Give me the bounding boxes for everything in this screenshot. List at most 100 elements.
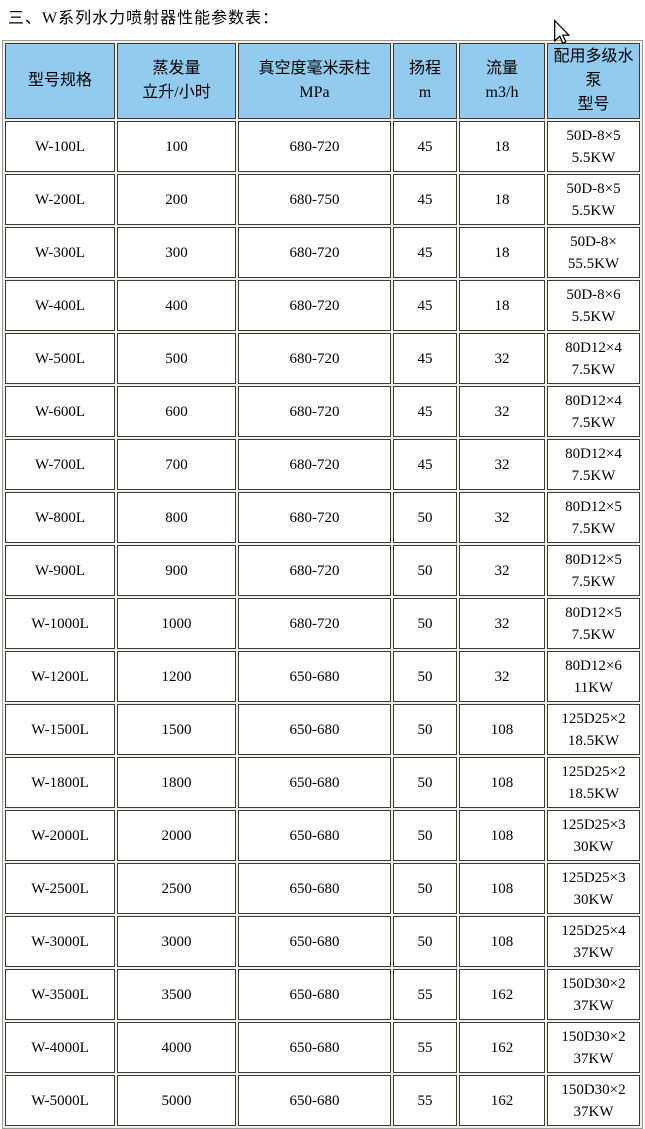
cell-head: 50	[393, 757, 457, 808]
table-row: W-2500L 2500 650-680 50 108 125D25×3 30KW	[5, 863, 640, 914]
cell-flow: 18	[459, 174, 545, 225]
pump-line: 80D12×4	[565, 392, 622, 409]
cell-head: 45	[393, 121, 457, 172]
header-cell: 蒸发量 立升/小时	[117, 43, 236, 119]
cell-flow: 108	[459, 704, 545, 755]
cell-pump: 80D12×4 7.5KW	[547, 333, 640, 384]
cell-model: W-3000L	[5, 916, 115, 967]
pump-line: 7.5KW	[571, 626, 616, 643]
cell-model: W-2500L	[5, 863, 115, 914]
cell-head: 55	[393, 969, 457, 1020]
cell-evaporation: 600	[117, 386, 236, 437]
cell-model: W-400L	[5, 280, 115, 331]
cell-model: W-800L	[5, 492, 115, 543]
table-row: W-900L 900 680-720 50 32 80D12×5 7.5KW	[5, 545, 640, 596]
cell-pump: 125D25×4 37KW	[547, 916, 640, 967]
header-cell: 扬程 m	[393, 43, 457, 119]
cell-evaporation: 800	[117, 492, 236, 543]
header-line: 立升/小时	[142, 84, 211, 101]
cell-vacuum: 650-680	[238, 651, 391, 702]
cell-model: W-100L	[5, 121, 115, 172]
pump-line: 50D-8×	[570, 233, 617, 250]
cell-vacuum: 680-720	[238, 121, 391, 172]
pump-line: 80D12×5	[565, 551, 622, 568]
table-row: W-1000L 1000 680-720 50 32 80D12×5 7.5KW	[5, 598, 640, 649]
pump-line: 37KW	[573, 944, 614, 961]
table-row: W-500L 500 680-720 45 32 80D12×4 7.5KW	[5, 333, 640, 384]
pump-line: 11KW	[573, 679, 614, 696]
cell-pump: 80D12×4 7.5KW	[547, 386, 640, 437]
cell-vacuum: 680-720	[238, 492, 391, 543]
cell-vacuum: 680-720	[238, 280, 391, 331]
table-row: W-1500L 1500 650-680 50 108 125D25×2 18.5KW	[5, 704, 640, 755]
table-row: W-300L 300 680-720 45 18 50D-8× 55.5KW	[5, 227, 640, 278]
cell-vacuum: 650-680	[238, 810, 391, 861]
cell-flow: 32	[459, 333, 545, 384]
pump-line: 18.5KW	[567, 732, 620, 749]
cell-evaporation: 900	[117, 545, 236, 596]
table-row: W-3500L 3500 650-680 55 162 150D30×2 37KW	[5, 969, 640, 1020]
cell-pump: 125D25×2 18.5KW	[547, 757, 640, 808]
cell-head: 50	[393, 704, 457, 755]
cell-flow: 32	[459, 545, 545, 596]
cell-model: W-1200L	[5, 651, 115, 702]
cell-evaporation: 400	[117, 280, 236, 331]
cell-pump: 125D25×2 18.5KW	[547, 704, 640, 755]
pump-line: 125D25×2	[561, 763, 626, 780]
cell-head: 45	[393, 227, 457, 278]
pump-line: 55.5KW	[567, 255, 620, 272]
cell-head: 50	[393, 651, 457, 702]
cell-pump: 150D30×2 37KW	[547, 969, 640, 1020]
cell-head: 50	[393, 598, 457, 649]
header-line: 真空度毫米汞柱	[258, 60, 371, 77]
cell-head: 45	[393, 386, 457, 437]
cell-vacuum: 680-720	[238, 333, 391, 384]
pump-line: 150D30×2	[561, 1081, 626, 1098]
cell-pump: 125D25×3 30KW	[547, 810, 640, 861]
pump-line: 37KW	[573, 1103, 614, 1120]
cell-evaporation: 1000	[117, 598, 236, 649]
cell-flow: 18	[459, 227, 545, 278]
header-cell: 流量 m3/h	[459, 43, 545, 119]
cell-model: W-2000L	[5, 810, 115, 861]
cell-flow: 162	[459, 969, 545, 1020]
cell-evaporation: 3500	[117, 969, 236, 1020]
cell-pump: 150D30×2 37KW	[547, 1022, 640, 1073]
cell-pump: 50D-8× 55.5KW	[547, 227, 640, 278]
pump-line: 7.5KW	[571, 467, 616, 484]
cell-flow: 32	[459, 492, 545, 543]
cell-model: W-4000L	[5, 1022, 115, 1073]
cell-vacuum: 680-720	[238, 598, 391, 649]
header-cell: 真空度毫米汞柱 MPa	[238, 43, 391, 119]
cell-pump: 125D25×3 30KW	[547, 863, 640, 914]
cell-pump: 150D30×2 37KW	[547, 1075, 640, 1126]
cell-vacuum: 680-720	[238, 227, 391, 278]
cell-flow: 32	[459, 439, 545, 490]
pump-line: 80D12×4	[565, 445, 622, 462]
cell-flow: 162	[459, 1075, 545, 1126]
cell-model: W-300L	[5, 227, 115, 278]
pump-line: 5.5KW	[571, 308, 616, 325]
pump-line: 7.5KW	[571, 520, 616, 537]
table-body: W-100L 100 680-720 45 18 50D-8×5 5.5KW W-200L 20…	[5, 121, 640, 1126]
cell-evaporation: 200	[117, 174, 236, 225]
header-line: 配用多级水	[553, 48, 634, 65]
cell-pump: 80D12×5 7.5KW	[547, 545, 640, 596]
table-row: W-4000L 4000 650-680 55 162 150D30×2 37KW	[5, 1022, 640, 1073]
cell-vacuum: 650-680	[238, 704, 391, 755]
header-row: 型号规格 蒸发量 立升/小时 真空度毫米汞柱 MPa 扬程 m 流量 m3/h 配用多级水泵型号	[5, 43, 640, 119]
header-line: 型号规格	[27, 72, 92, 89]
header-cell: 配用多级水泵型号	[547, 43, 640, 119]
cell-head: 55	[393, 1075, 457, 1126]
table-row: W-800L 800 680-720 50 32 80D12×5 7.5KW	[5, 492, 640, 543]
cell-head: 50	[393, 810, 457, 861]
table-row: W-600L 600 680-720 45 32 80D12×4 7.5KW	[5, 386, 640, 437]
cell-vacuum: 650-680	[238, 969, 391, 1020]
cell-model: W-1500L	[5, 704, 115, 755]
pump-line: 80D12×6	[565, 657, 622, 674]
table-row: W-1200L 1200 650-680 50 32 80D12×6 11KW	[5, 651, 640, 702]
cell-evaporation: 1800	[117, 757, 236, 808]
cell-head: 50	[393, 492, 457, 543]
pump-line: 80D12×4	[565, 339, 622, 356]
